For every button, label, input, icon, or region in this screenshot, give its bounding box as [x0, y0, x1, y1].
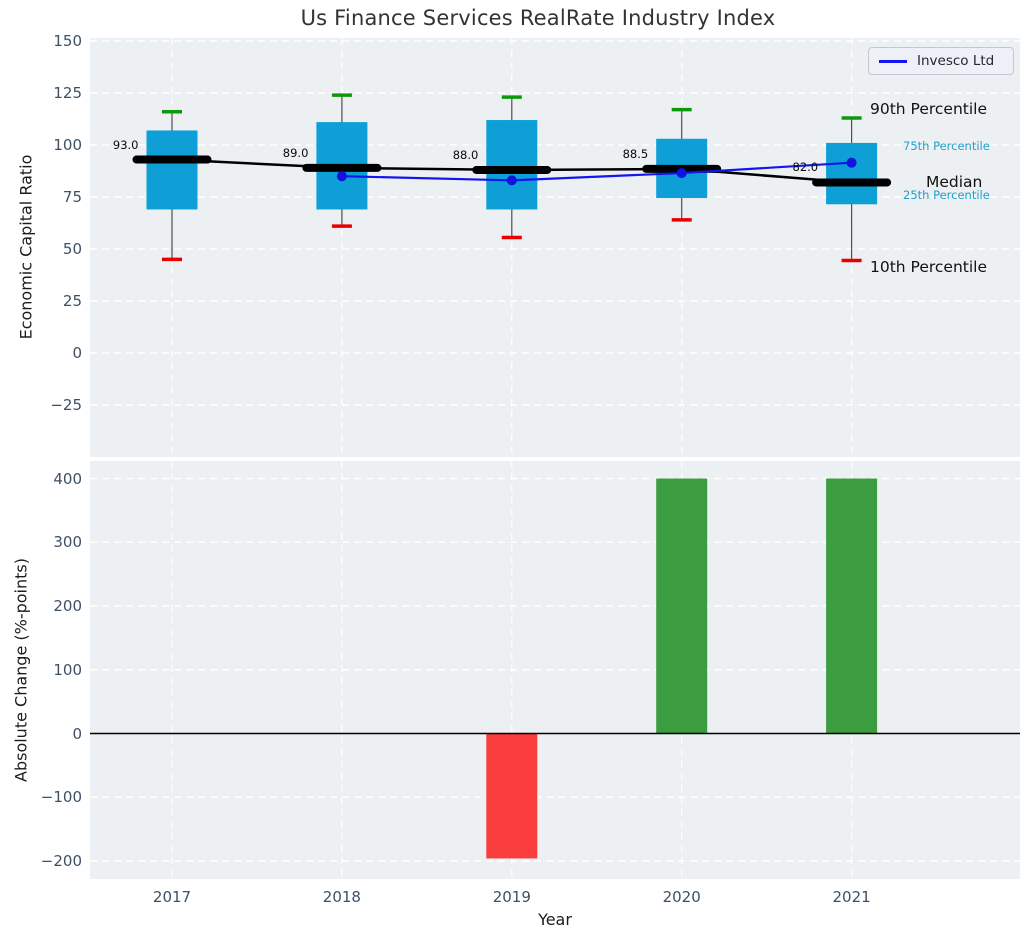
- x-axis-label: Year: [538, 910, 572, 929]
- x-tick-label-2020: 2020: [662, 888, 701, 906]
- bottom-y-tick-label: −100: [40, 788, 82, 807]
- x-tick-label-2021: 2021: [832, 888, 871, 906]
- top-y-tick-label: 25: [62, 292, 82, 310]
- x-tick-label-2018: 2018: [322, 888, 361, 906]
- invesco-point: [336, 171, 347, 182]
- bottom-y-tick-label: 0: [72, 724, 82, 743]
- top-plot-background: [90, 38, 1020, 457]
- box-2019: [486, 120, 538, 210]
- median-value-label-2020: 88.5: [622, 146, 649, 161]
- box-2017: [146, 130, 198, 210]
- bottom-y-tick-label: 200: [53, 597, 82, 615]
- annotation-90th-percentile: 90th Percentile: [870, 99, 988, 118]
- invesco-point: [506, 175, 517, 186]
- top-y-tick-label: 0: [72, 344, 82, 362]
- bottom-y-tick-label: 300: [53, 533, 82, 552]
- invesco-point: [846, 157, 857, 168]
- bottom-y-tick-label: 400: [53, 469, 82, 488]
- top-y-tick-label: 100: [53, 136, 82, 154]
- top-y-tick-label: 125: [53, 84, 82, 102]
- chart-title: Us Finance Services RealRate Industry In…: [300, 6, 776, 30]
- annotation-10th-percentile: 10th Percentile: [870, 258, 988, 277]
- bottom-y-tick-label: 100: [53, 660, 82, 679]
- change-bar-2019: [486, 733, 538, 859]
- x-tick-label-2017: 2017: [152, 888, 192, 906]
- invesco-line: [341, 161, 852, 182]
- change-bar-2021: [826, 478, 878, 734]
- bottom-plot-background: [90, 461, 1020, 879]
- box-2021: [826, 142, 878, 205]
- median-value-label-2018: 89.0: [282, 145, 309, 160]
- top-y-tick-label: 150: [53, 32, 82, 50]
- legend-label: Invesco Ltd: [917, 53, 995, 69]
- annotation-25th-percentile: 25th Percentile: [903, 188, 990, 203]
- bottom-y-tick-label: −200: [40, 852, 82, 870]
- legend-line-swatch: [879, 59, 907, 63]
- top-y-tick-label: 75: [62, 188, 82, 206]
- change-bar-2020: [656, 478, 708, 734]
- top-y-tick-label: −25: [50, 396, 82, 414]
- invesco-point: [676, 168, 687, 179]
- bottom-plot-area: [90, 461, 1020, 879]
- legend: Invesco Ltd: [868, 47, 1014, 75]
- median-value-label-2021: 82.0: [792, 160, 819, 175]
- median-value-label-2019: 88.0: [452, 147, 479, 162]
- x-tick-label-2019: 2019: [492, 888, 531, 906]
- top-y-tick-label: 50: [62, 240, 82, 258]
- median-value-label-2017: 93.0: [112, 137, 139, 152]
- annotation-median: Median: [926, 173, 983, 192]
- annotation-75th-percentile: 75th Percentile: [903, 138, 990, 153]
- top-plot-area: [90, 38, 1020, 457]
